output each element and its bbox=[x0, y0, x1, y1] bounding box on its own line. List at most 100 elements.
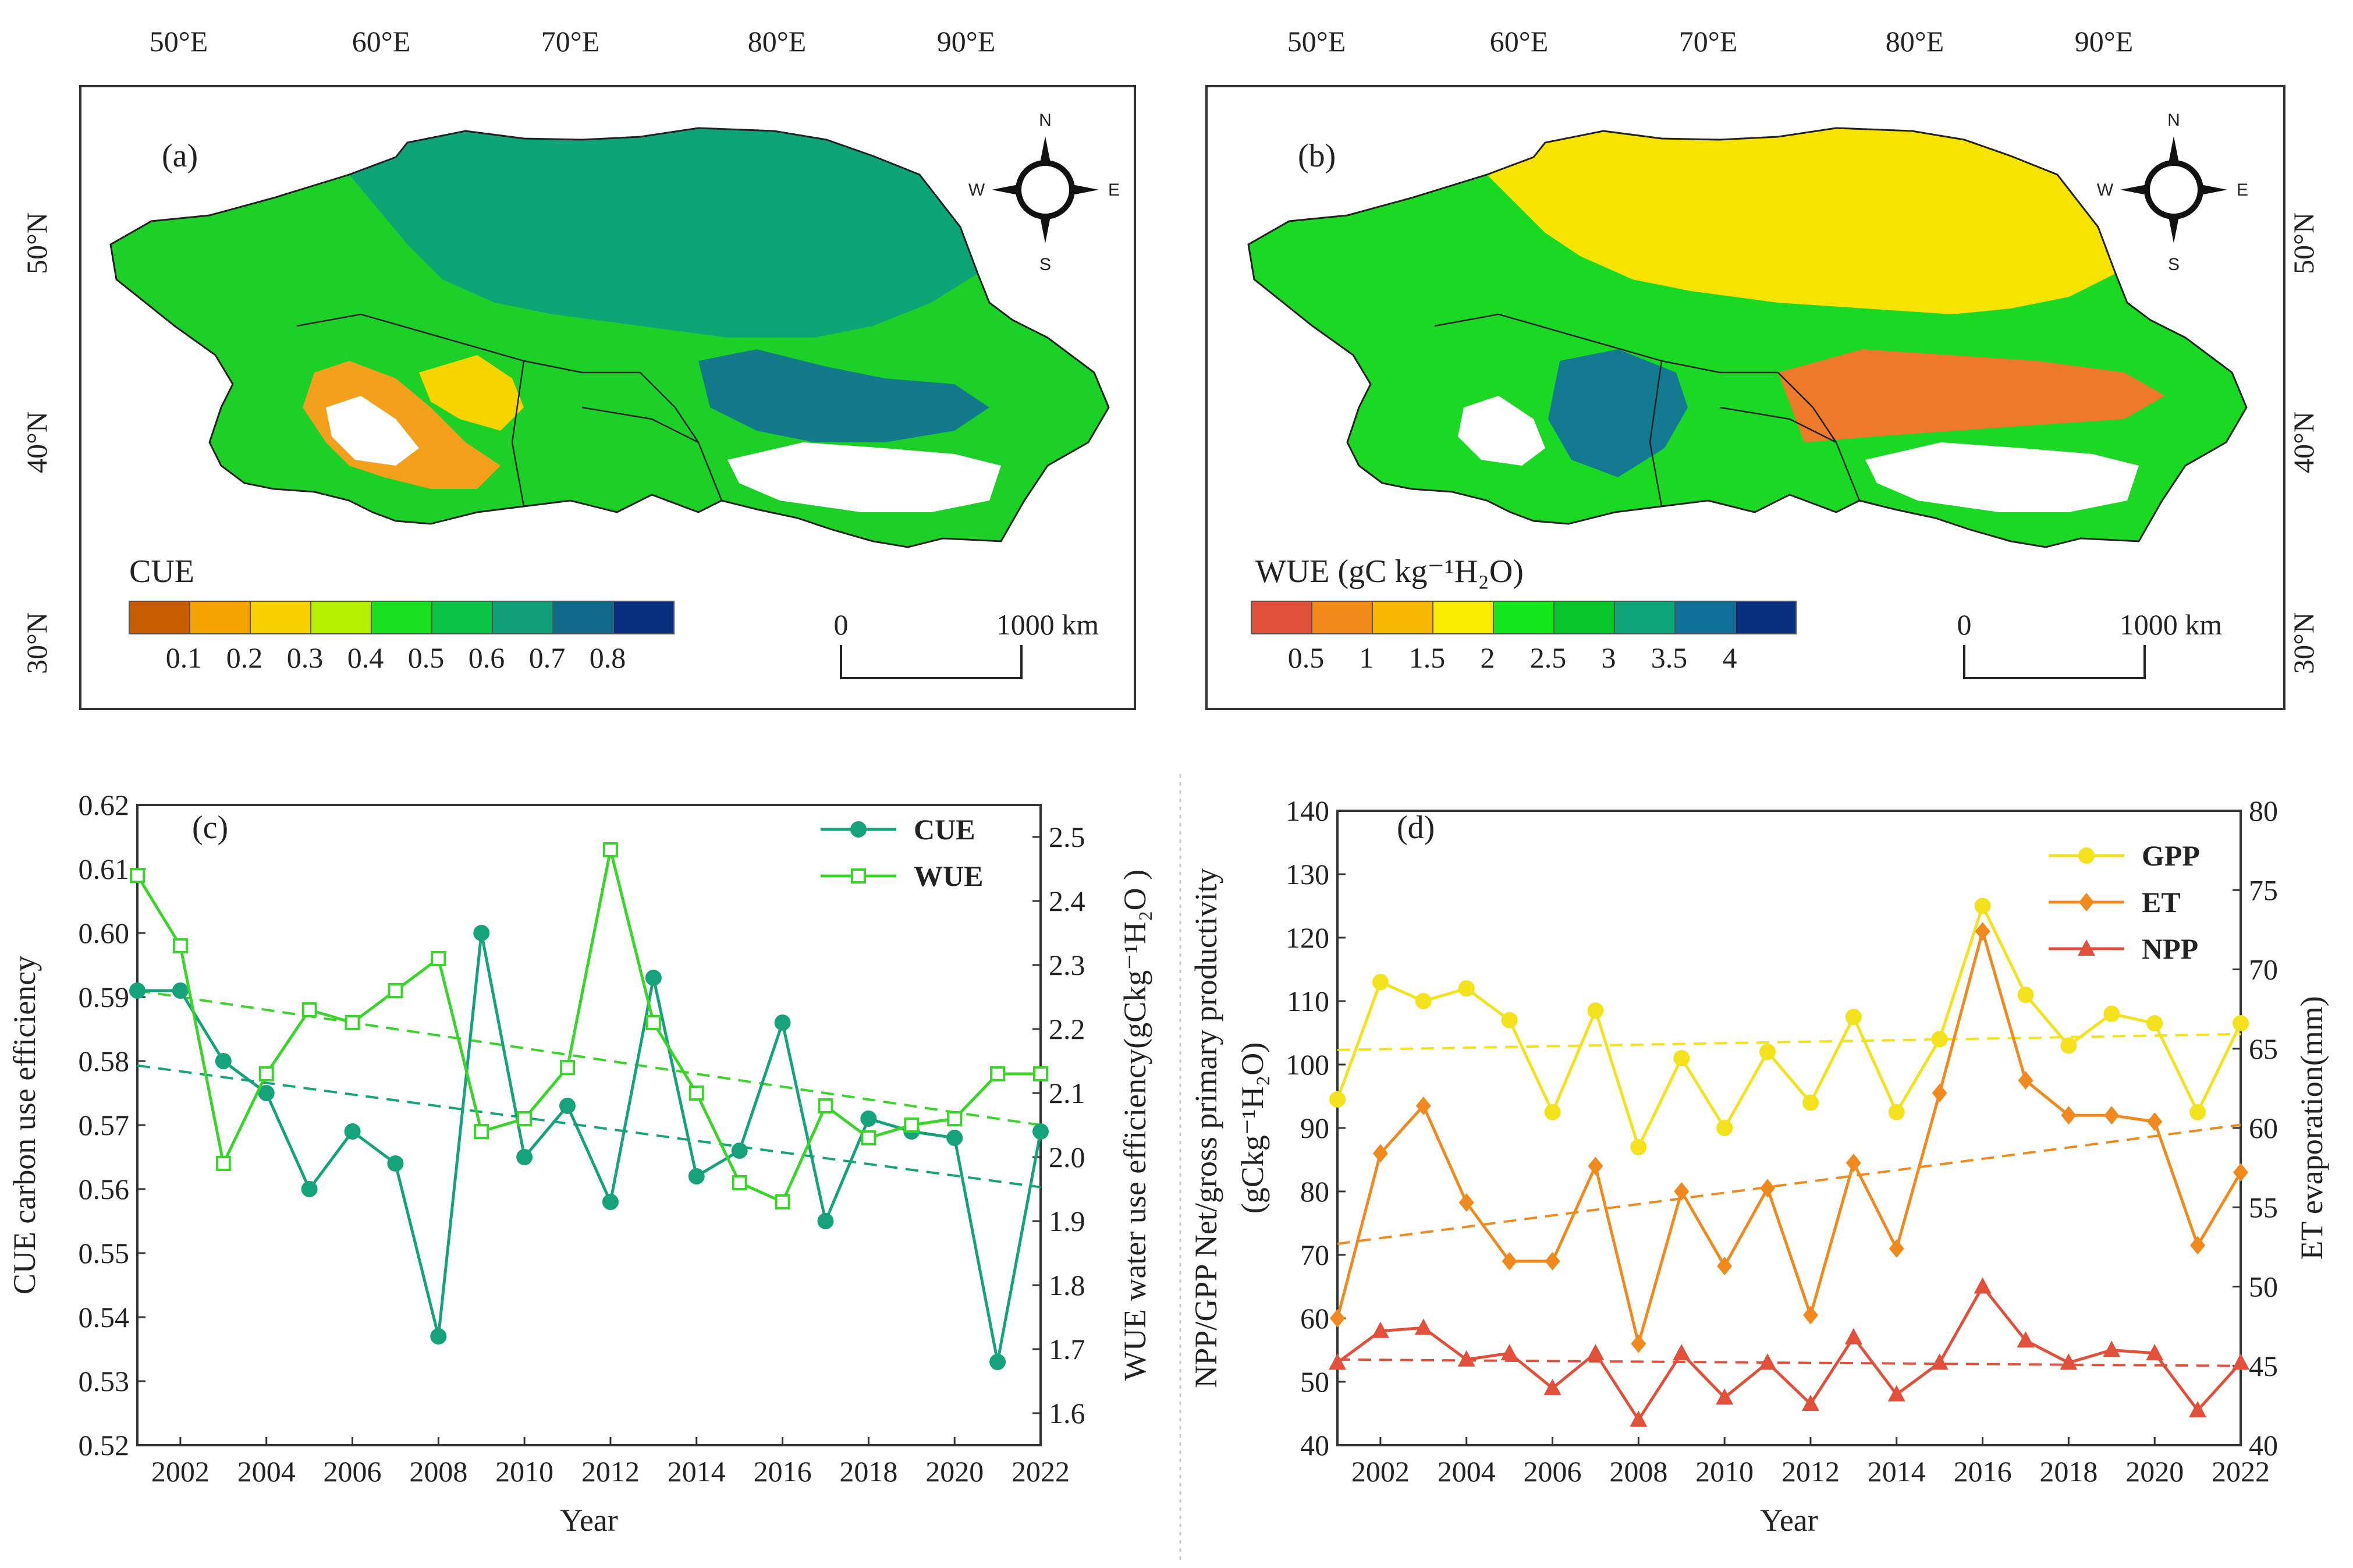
map-b-lat-tick: 30°N bbox=[2287, 612, 2320, 674]
data-point bbox=[2103, 1005, 2120, 1022]
trendline-cue bbox=[137, 1064, 1041, 1189]
x-tick-label: 2016 bbox=[754, 1455, 812, 1488]
data-point bbox=[1545, 1251, 1560, 1271]
y-tick-label-right: 65 bbox=[2249, 1033, 2278, 1065]
data-point bbox=[1371, 1321, 1389, 1338]
compass-s-label: S bbox=[1039, 255, 1051, 274]
compass-w-label: W bbox=[968, 180, 985, 200]
chart-d-y-label-left-unit: (gCkg⁻¹H₂O) bbox=[1235, 1042, 1270, 1214]
chart-panel-c: (c) 2002 2004 2006 2008 2010 2012 2014 2016 2018… bbox=[7, 789, 1152, 1538]
y-tick-label-right: 2.5 bbox=[1049, 821, 1085, 853]
x-tick-label: 2006 bbox=[324, 1455, 382, 1488]
data-point bbox=[775, 1194, 790, 1209]
data-point bbox=[1500, 1343, 1518, 1360]
data-point bbox=[2079, 893, 2094, 911]
series-et bbox=[1330, 922, 2248, 1353]
data-point bbox=[1760, 1179, 1776, 1198]
data-point bbox=[258, 1085, 275, 1101]
map-a-colorbar-labels: 0.1 0.2 0.3 0.4 0.5 0.6 0.7 0.8 bbox=[166, 641, 626, 674]
legend-entry: WUE bbox=[821, 860, 983, 892]
map-a-lon-tick: 80°E bbox=[748, 25, 807, 58]
map-b-legend-title: WUE (gC kg⁻¹H₂O) bbox=[1255, 554, 1524, 590]
data-point bbox=[731, 1143, 748, 1159]
data-point bbox=[2233, 1163, 2248, 1182]
chart-c-y-label-left: CUE carbon use efficiency bbox=[7, 956, 42, 1294]
map-b-panel-label: (b) bbox=[1298, 138, 1336, 174]
legend-label: ET bbox=[2142, 886, 2181, 918]
map-a-panel-label: (a) bbox=[162, 138, 198, 174]
colorbar-tick-label: 0.3 bbox=[287, 641, 324, 674]
data-point bbox=[645, 970, 662, 986]
compass-e-label: E bbox=[1108, 180, 1120, 200]
data-point bbox=[2061, 1106, 2077, 1125]
data-point bbox=[215, 1156, 231, 1171]
data-point bbox=[1759, 1353, 1777, 1370]
map-a-lat-ticks: 50°N 40°N 30°N bbox=[20, 212, 53, 674]
y-tick-label-left: 0.54 bbox=[79, 1301, 130, 1333]
y-tick-label-right: 1.7 bbox=[1049, 1333, 1085, 1365]
compass-n-label: N bbox=[1039, 111, 1052, 130]
data-point bbox=[1032, 1123, 1049, 1140]
x-tick-label: 2002 bbox=[151, 1455, 210, 1488]
colorbar-tick-label: 1 bbox=[1360, 641, 1374, 674]
data-point bbox=[345, 1015, 360, 1030]
map-a-colorbar bbox=[129, 601, 675, 634]
y-tick-label-left: 0.55 bbox=[79, 1237, 130, 1269]
data-point bbox=[850, 821, 867, 838]
data-point bbox=[1458, 1193, 1474, 1212]
colorbar-swatch bbox=[250, 601, 311, 634]
data-point bbox=[1372, 974, 1389, 991]
colorbar-tick-label: 4 bbox=[1723, 641, 1737, 674]
legend-entry: GPP bbox=[2049, 839, 2200, 872]
map-b-lon-tick: 80°E bbox=[1886, 25, 1944, 58]
compass-needle-west-icon bbox=[992, 185, 1018, 195]
legend-label: WUE bbox=[914, 860, 983, 892]
map-a-legend: CUE 0.1 0.2 0.3 0.4 0.5 0.6 0.7 0.8 bbox=[129, 554, 675, 674]
compass-s-label: S bbox=[2168, 255, 2180, 274]
chart-c-series bbox=[129, 842, 1049, 1370]
compass-ring-icon bbox=[2144, 160, 2203, 219]
data-point bbox=[1846, 1153, 1861, 1172]
data-point bbox=[172, 982, 189, 999]
map-b-legend: WUE (gC kg⁻¹H₂O) 0.5 1 1.5 2 2.5 3 3.5 4 bbox=[1251, 554, 1797, 674]
data-point bbox=[559, 1098, 576, 1114]
map-a-lon-ticks: 50°E 60°E 70°E 80°E 90°E bbox=[150, 25, 996, 58]
data-point bbox=[1415, 993, 1432, 1009]
y-tick-label-right: 1.6 bbox=[1049, 1397, 1085, 1429]
y-tick-label-left: 0.52 bbox=[79, 1429, 130, 1461]
data-point bbox=[2060, 1037, 2077, 1054]
data-point bbox=[602, 842, 618, 857]
data-point bbox=[1889, 1239, 1904, 1258]
colorbar-tick-label: 0.4 bbox=[347, 641, 384, 674]
map-b-region-belt bbox=[1778, 349, 2165, 442]
data-point bbox=[1717, 1257, 1733, 1276]
x-tick-label: 2010 bbox=[495, 1455, 553, 1488]
compass-n-label: N bbox=[2167, 111, 2180, 130]
legend-label: CUE bbox=[914, 813, 975, 846]
x-tick-label: 2012 bbox=[1781, 1455, 1840, 1488]
x-tick-label: 2002 bbox=[1351, 1455, 1410, 1488]
map-a-border-lines bbox=[296, 313, 723, 507]
data-point bbox=[215, 1053, 232, 1069]
map-a-region-desert bbox=[727, 442, 1001, 512]
colorbar-tick-label: 0.7 bbox=[529, 641, 566, 674]
data-point bbox=[1673, 1343, 1691, 1360]
scalebar-end: 1000 km bbox=[996, 608, 1099, 641]
chart-d-x-label: Year bbox=[1760, 1503, 1818, 1538]
y-tick-label-left: 80 bbox=[1300, 1175, 1329, 1208]
data-point bbox=[430, 1328, 447, 1344]
series-npp bbox=[1329, 1277, 2249, 1427]
chart-c-panel-label: (c) bbox=[192, 810, 228, 846]
compass-w-label: W bbox=[2097, 180, 2114, 200]
map-a-lon-tick: 90°E bbox=[937, 25, 996, 58]
map-b-lon-tick: 70°E bbox=[1679, 25, 1738, 58]
data-point bbox=[1414, 1318, 1432, 1335]
data-point bbox=[301, 1181, 318, 1197]
chart-c-y-ticks-right: 1.6 1.7 1.8 1.9 2.0 2.1 2.2 2.3 2.4 2.5 bbox=[1032, 821, 1085, 1429]
data-point bbox=[473, 925, 490, 941]
map-b-lon-tick: 50°E bbox=[1287, 25, 1346, 58]
series-line-wue bbox=[136, 849, 1041, 1204]
colorbar-swatch bbox=[371, 601, 432, 634]
y-tick-label-right: 1.9 bbox=[1049, 1205, 1085, 1237]
